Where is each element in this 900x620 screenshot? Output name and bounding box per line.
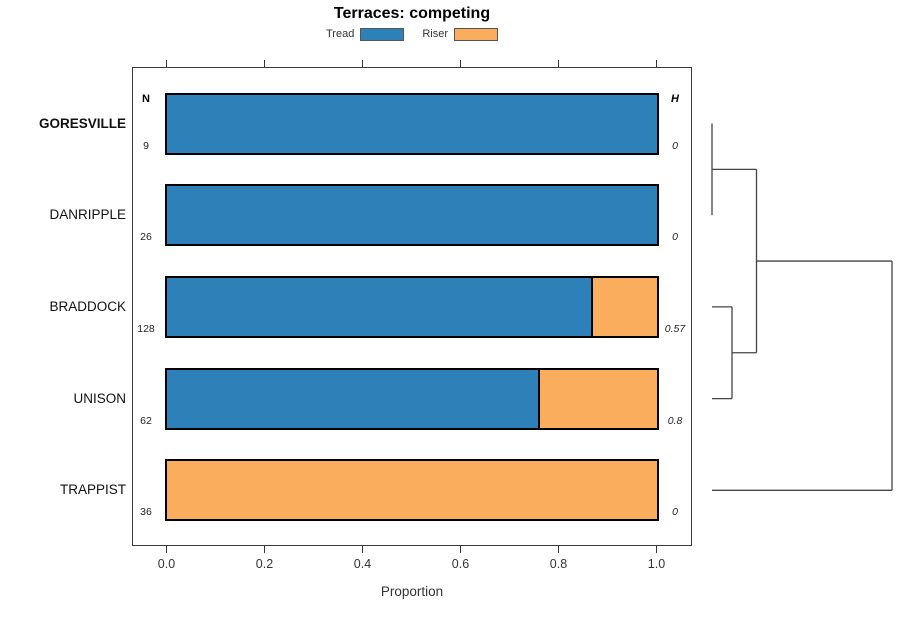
- n-column-header: N: [142, 93, 150, 105]
- x-tick: [557, 60, 560, 67]
- legend-swatch-riser: [454, 27, 498, 41]
- category-label: TRAPPIST: [59, 482, 126, 498]
- x-tick: [165, 60, 168, 67]
- n-value: 36: [140, 506, 152, 519]
- h-value: 0.8: [667, 414, 683, 427]
- x-tick: [459, 60, 462, 67]
- category-label: UNISON: [73, 390, 126, 406]
- legend-label-tread: Tread: [326, 28, 355, 40]
- x-tick: [361, 546, 364, 553]
- stacked-bar: [164, 184, 659, 247]
- x-tick: [655, 546, 658, 553]
- n-value: 128: [137, 322, 155, 335]
- riser-segment: [591, 277, 657, 336]
- x-tick: [263, 60, 266, 67]
- category-label: DANRIPPLE: [49, 207, 126, 223]
- x-tick-label: 0.6: [451, 557, 470, 571]
- x-tick: [459, 546, 462, 553]
- legend-item-riser: Riser: [422, 27, 498, 41]
- category-label: GORESVILLE: [38, 115, 126, 131]
- legend-swatch-tread: [360, 27, 405, 41]
- category-label: BRADDOCK: [49, 298, 126, 314]
- x-tick: [165, 546, 168, 553]
- x-tick: [655, 60, 658, 67]
- tread-segment: [166, 369, 538, 428]
- stacked-bar: [164, 275, 659, 338]
- x-tick: [557, 546, 560, 553]
- x-tick-label: 0.4: [353, 557, 372, 571]
- h-value: 0: [672, 139, 678, 152]
- h-column-header: H: [671, 93, 679, 105]
- x-tick: [361, 60, 364, 67]
- legend-item-tread: Tread: [326, 27, 405, 41]
- x-tick-label: 0.0: [157, 557, 176, 571]
- x-tick-label: 0.2: [255, 557, 274, 571]
- legend-label-riser: Riser: [422, 28, 448, 40]
- x-tick: [263, 546, 266, 553]
- n-value: 62: [140, 414, 152, 427]
- riser-segment: [537, 369, 657, 428]
- h-value: 0: [672, 231, 678, 244]
- tread-segment: [166, 277, 592, 336]
- h-value: 0.57: [664, 322, 686, 335]
- legend: Tread Riser: [132, 26, 692, 42]
- n-value: 9: [143, 139, 149, 152]
- tread-segment: [166, 186, 657, 245]
- n-value: 26: [140, 231, 152, 244]
- stacked-bar: [164, 92, 659, 155]
- h-value: 0: [672, 506, 678, 519]
- stacked-bar: [164, 367, 659, 430]
- x-axis-title: Proportion: [380, 584, 444, 599]
- x-tick-label: 1.0: [647, 557, 666, 571]
- x-tick-label: 0.8: [549, 557, 568, 571]
- tread-segment: [166, 94, 657, 153]
- stacked-bar: [164, 459, 659, 522]
- riser-segment: [166, 461, 657, 520]
- chart-title: Terraces: competing: [333, 5, 491, 22]
